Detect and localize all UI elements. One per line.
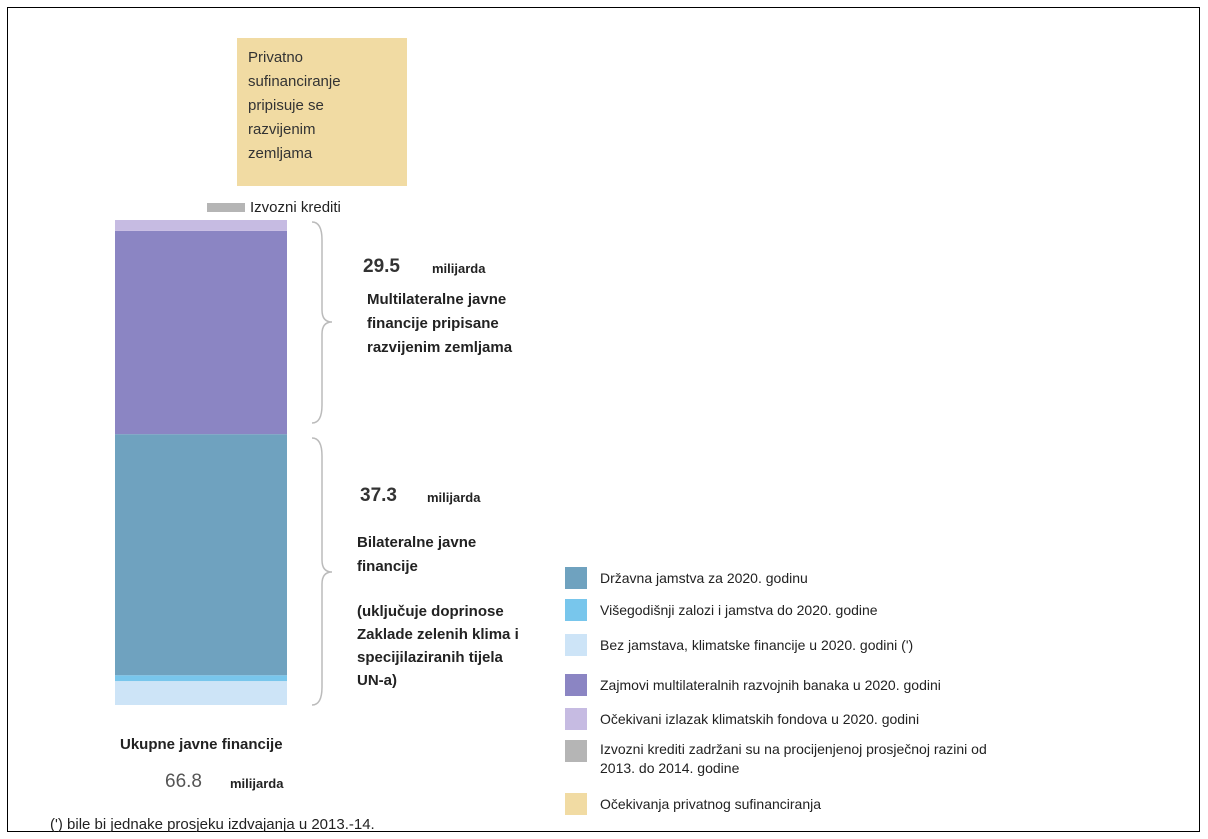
footnote: (') bile bi jednake prosjeku izdvajanja … — [50, 816, 375, 833]
text-line: zemljama — [248, 145, 313, 162]
legend-label: Državna jamstva za 2020. godinu — [600, 570, 808, 586]
bar-segment — [115, 230, 287, 435]
text-line: UN-a) — [357, 672, 397, 689]
legend-swatch — [565, 674, 587, 696]
brace — [311, 437, 333, 706]
group-unit: milijarda — [432, 261, 486, 276]
text-line: specijilaziranih tijela — [357, 649, 503, 666]
bar-segment — [115, 220, 287, 231]
text-line: Privatno — [248, 49, 304, 66]
text-line: financije — [357, 558, 418, 575]
frame — [7, 7, 1200, 832]
stacked-bar — [115, 220, 287, 705]
brace — [311, 221, 333, 424]
group-total: 29.5 — [363, 256, 400, 277]
legend-label: Bez jamstava, klimatske financije u 2020… — [600, 637, 914, 653]
text-line: sufinanciranje — [248, 73, 341, 90]
group-text: Multilateralne javne financije pripisane r… — [367, 288, 512, 360]
group-unit: milijarda — [427, 490, 481, 505]
box-text: Privatno sufinanciranje pripisuje se razvij… — [248, 46, 341, 166]
text-line: Bilateralne javne — [357, 534, 477, 551]
total-label: Ukupne javne financije — [120, 736, 283, 753]
export-credits-marker — [207, 203, 245, 212]
legend-label: Zajmovi multilateralnih razvojnih banaka… — [600, 677, 941, 693]
group-note: (uključuje doprinose Zaklade zelenih klim… — [357, 600, 519, 692]
text-line: (uključuje doprinose — [357, 603, 504, 620]
bar-segment — [115, 675, 287, 682]
legend-swatch — [565, 599, 587, 621]
legend-swatch — [565, 740, 587, 762]
total-unit: milijarda — [230, 776, 284, 791]
text-line: Multilateralne javne — [367, 291, 507, 308]
text-line: pripisuje se — [248, 97, 324, 114]
text-line: razvijenim zemljama — [367, 339, 513, 356]
private-cofinancing-box — [237, 38, 407, 186]
export-label: Izvozni krediti — [250, 199, 341, 216]
legend-swatch — [565, 793, 587, 815]
legend-label: Izvozni krediti zadržani su na procijenj… — [600, 741, 987, 776]
legend-swatch — [565, 567, 587, 589]
group-total: 37.3 — [360, 485, 397, 506]
text-line: financije pripisane — [367, 315, 499, 332]
text-line: Zaklade zelenih klima i — [357, 626, 519, 643]
bar-segment — [115, 681, 287, 705]
total-value: 66.8 — [165, 771, 202, 792]
legend-label: Očekivani izlazak klimatskih fondova u 2… — [600, 711, 920, 727]
bar-segment — [115, 434, 287, 676]
group-text: Bilateralne javne financije — [357, 531, 476, 579]
legend-label: Očekivanja privatnog sufinanciranja — [600, 796, 822, 812]
text-line: razvijenim — [248, 121, 316, 138]
legend-swatch — [565, 708, 587, 730]
legend-label: Višegodišnji zalozi i jamstva do 2020. g… — [600, 602, 878, 618]
legend-swatch — [565, 634, 587, 656]
